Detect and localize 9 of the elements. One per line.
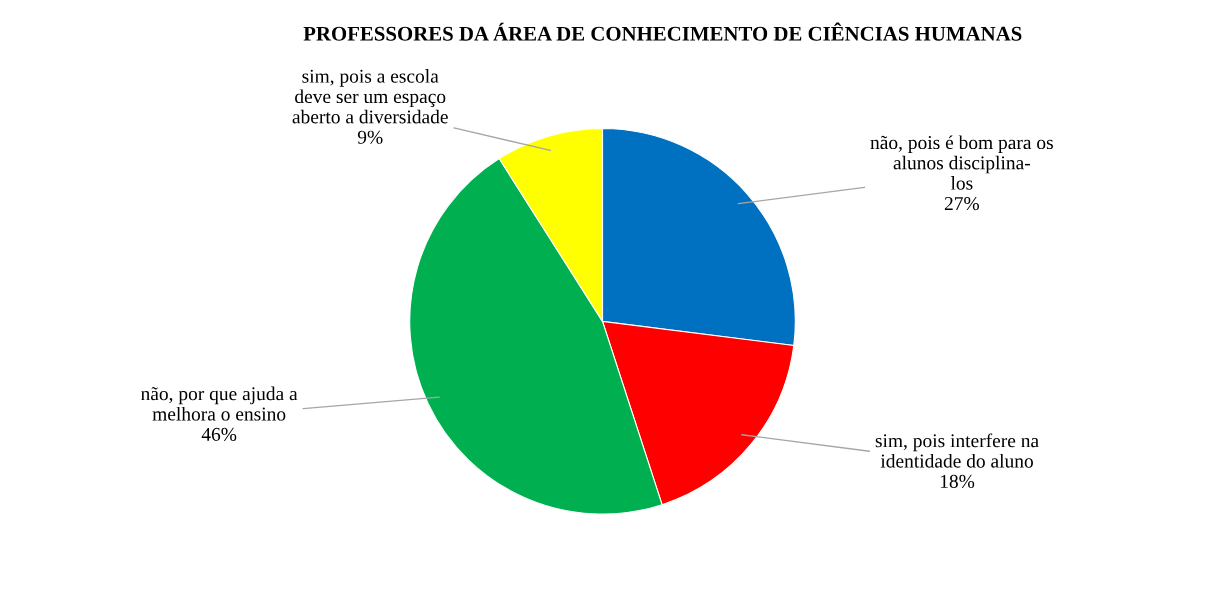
data-label: 27% [944, 196, 979, 211]
slice-label: não, pois é bom para os alunos disciplina- los [870, 135, 1053, 190]
slice-label: não, por que ajuda a melhora o ensino [141, 386, 298, 421]
data-label: 46% [201, 427, 237, 441]
slice-label: sim, pois interfere na identidade do aluno [875, 433, 1039, 468]
data-label: 9% [357, 130, 383, 144]
data-label: 18% [940, 474, 975, 489]
chart-title: PROFESSORES DA ÁREA DE CONHECIMENTO DE CIÊNCIAS HUMANAS [303, 22, 1022, 41]
slice-label: sim, pois a escola deve ser um espaço aberto a diversidade [292, 69, 448, 124]
